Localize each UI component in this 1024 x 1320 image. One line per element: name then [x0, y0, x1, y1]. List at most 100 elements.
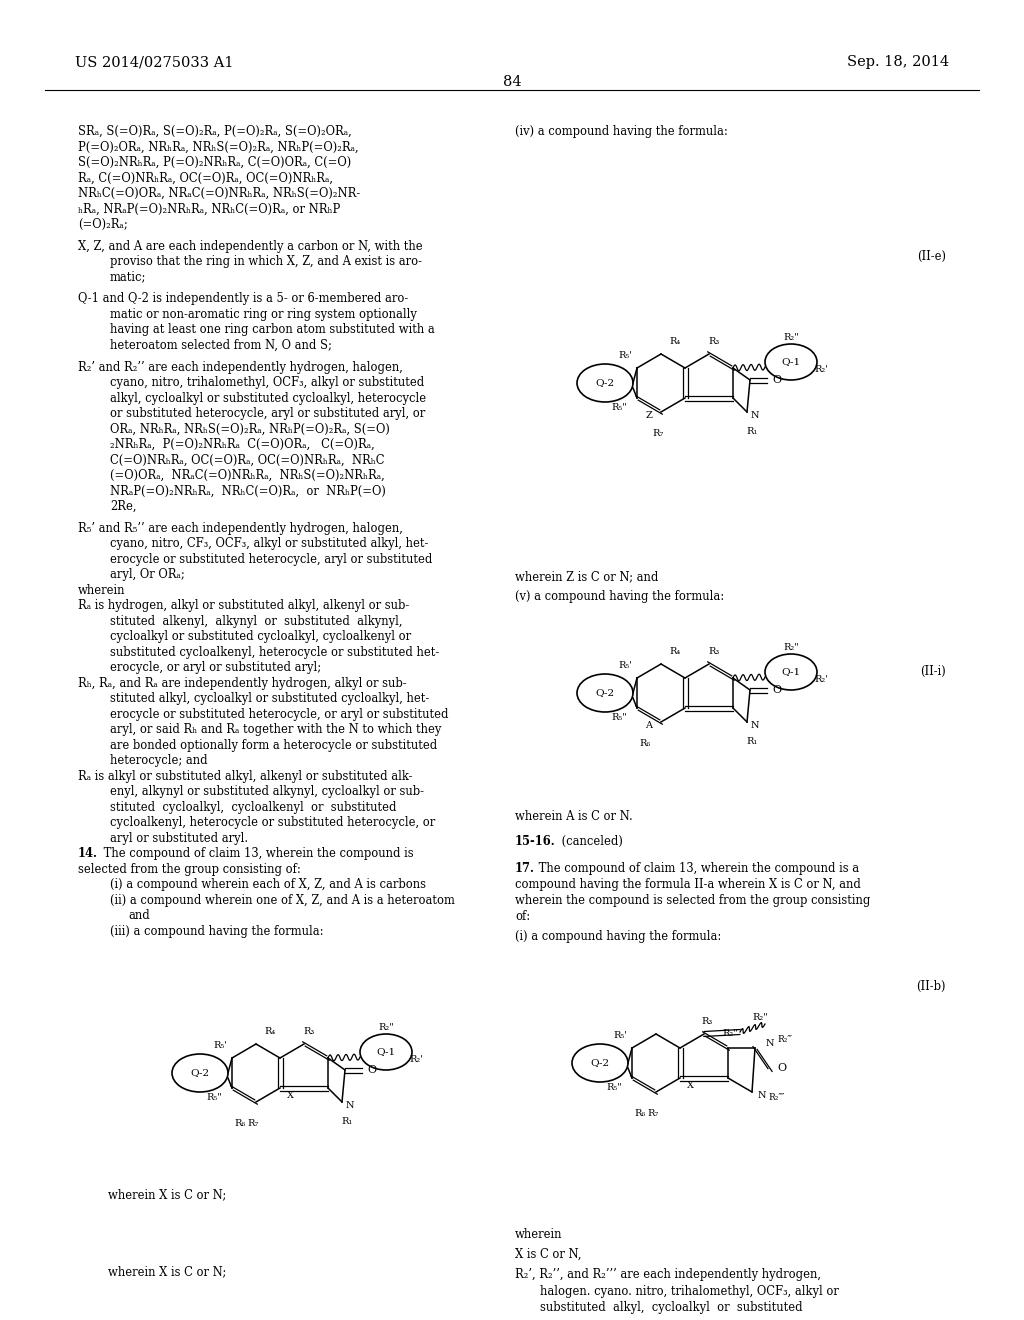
Text: wherein the compound is selected from the group consisting: wherein the compound is selected from th…: [515, 894, 870, 907]
Text: R₇: R₇: [652, 429, 664, 438]
Text: R₅": R₅": [611, 714, 627, 722]
Text: proviso that the ring in which X, Z, and A exist is aro-: proviso that the ring in which X, Z, and…: [110, 255, 422, 268]
Text: Z: Z: [645, 411, 652, 420]
Text: selected from the group consisting of:: selected from the group consisting of:: [78, 863, 301, 875]
Text: R₂": R₂": [752, 1012, 768, 1022]
Text: R₇: R₇: [248, 1119, 259, 1129]
Text: Sep. 18, 2014: Sep. 18, 2014: [847, 55, 949, 69]
Text: N: N: [346, 1101, 354, 1110]
Text: stituted  cycloalkyl,  cycloalkenyl  or  substituted: stituted cycloalkyl, cycloalkenyl or sub…: [110, 801, 396, 814]
Text: R₂": R₂": [783, 333, 799, 342]
Text: (iv) a compound having the formula:: (iv) a compound having the formula:: [515, 125, 728, 139]
Text: compound having the formula II-a wherein X is C or N, and: compound having the formula II-a wherein…: [515, 878, 861, 891]
Text: (v) a compound having the formula:: (v) a compound having the formula:: [515, 590, 724, 603]
Text: Q-2: Q-2: [595, 379, 614, 388]
Text: cycloalkyl or substituted cycloalkyl, cycloalkenyl or: cycloalkyl or substituted cycloalkyl, cy…: [110, 630, 411, 643]
Text: R₅’ and R₅’’ are each independently hydrogen, halogen,: R₅’ and R₅’’ are each independently hydr…: [78, 521, 402, 535]
Text: enyl, alkynyl or substituted alkynyl, cycloalkyl or sub-: enyl, alkynyl or substituted alkynyl, cy…: [110, 785, 424, 799]
Text: SRₐ, S(=O)Rₐ, S(=O)₂Rₐ, P(=O)₂Rₐ, S(=O)₂ORₐ,: SRₐ, S(=O)Rₐ, S(=O)₂Rₐ, P(=O)₂Rₐ, S(=O)₂…: [78, 125, 352, 139]
Text: (canceled): (canceled): [558, 836, 623, 847]
Text: wherein Z is C or N; and: wherein Z is C or N; and: [515, 570, 658, 583]
Text: (ii) a compound wherein one of X, Z, and A is a heteroatom: (ii) a compound wherein one of X, Z, and…: [110, 894, 455, 907]
Text: Q-1 and Q-2 is independently is a 5- or 6-membered aro-: Q-1 and Q-2 is independently is a 5- or …: [78, 293, 409, 305]
Text: R₃: R₃: [701, 1018, 713, 1027]
Text: A: A: [645, 721, 652, 730]
Text: R₂': R₂': [814, 366, 828, 375]
Text: are bonded optionally form a heterocycle or substituted: are bonded optionally form a heterocycle…: [110, 739, 437, 752]
Text: R₆: R₆: [639, 739, 650, 748]
Text: R₁: R₁: [341, 1118, 352, 1126]
Text: R₂': R₂': [814, 676, 828, 685]
Text: Q-1: Q-1: [781, 668, 801, 676]
Text: R₅": R₅": [606, 1084, 622, 1093]
Text: R₅": R₅": [206, 1093, 222, 1102]
Text: erocycle or substituted heterocycle, aryl or substituted: erocycle or substituted heterocycle, ary…: [110, 553, 432, 566]
Text: wherein X is C or N;: wherein X is C or N;: [108, 1265, 226, 1278]
Text: ₕRₐ, NRₐP(=O)₂NRₕRₐ, NRₕC(=O)Rₐ, or NRₕP: ₕRₐ, NRₐP(=O)₂NRₕRₐ, NRₕC(=O)Rₐ, or NRₕP: [78, 202, 340, 215]
Text: (i) a compound having the formula:: (i) a compound having the formula:: [515, 931, 721, 942]
Text: R₃: R₃: [303, 1027, 314, 1036]
Text: R₅': R₅': [618, 351, 632, 360]
Text: 2Re,: 2Re,: [110, 500, 136, 513]
Text: NRₕC(=O)ORₐ, NRₐC(=O)NRₕRₐ, NRₕS(=O)₂NR-: NRₕC(=O)ORₐ, NRₐC(=O)NRₕRₐ, NRₕS(=O)₂NR-: [78, 187, 360, 201]
Text: N: N: [758, 1090, 766, 1100]
Text: The compound of claim 13, wherein the compound is: The compound of claim 13, wherein the co…: [100, 847, 414, 861]
Text: ORₐ, NRₕRₐ, NRₕS(=O)₂Rₐ, NRₕP(=O)₂Rₐ, S(=O): ORₐ, NRₕRₐ, NRₕS(=O)₂Rₐ, NRₕP(=O)₂Rₐ, S(…: [110, 422, 390, 436]
Text: X is C or N,: X is C or N,: [515, 1247, 582, 1261]
Text: Q-2: Q-2: [190, 1068, 210, 1077]
Text: R₃: R₃: [709, 648, 720, 656]
Text: X: X: [287, 1090, 294, 1100]
Text: 17.: 17.: [515, 862, 535, 875]
Text: US 2014/0275033 A1: US 2014/0275033 A1: [75, 55, 233, 69]
Text: R₅": R₅": [611, 404, 627, 412]
Text: (II-i): (II-i): [921, 665, 946, 678]
Text: R₆: R₆: [634, 1110, 646, 1118]
Text: N: N: [751, 721, 759, 730]
Text: NRₐP(=O)₂NRₕRₐ,  NRₕC(=O)Rₐ,  or  NRₕP(=O): NRₐP(=O)₂NRₕRₐ, NRₕC(=O)Rₐ, or NRₕP(=O): [110, 484, 386, 498]
Text: having at least one ring carbon atom substituted with a: having at least one ring carbon atom sub…: [110, 323, 435, 337]
Text: O: O: [772, 375, 781, 385]
Text: R₇: R₇: [647, 1110, 658, 1118]
Text: (iii) a compound having the formula:: (iii) a compound having the formula:: [110, 925, 324, 937]
Text: aryl or substituted aryl.: aryl or substituted aryl.: [110, 832, 248, 845]
Text: R₃: R₃: [709, 338, 720, 346]
Text: Rₐ is alkyl or substituted alkyl, alkenyl or substituted alk-: Rₐ is alkyl or substituted alkyl, alkeny…: [78, 770, 413, 783]
Text: aryl, or said Rₕ and Rₐ together with the N to which they: aryl, or said Rₕ and Rₐ together with th…: [110, 723, 441, 737]
Text: R₅': R₅': [618, 661, 632, 671]
Text: stituted alkyl, cycloalkyl or substituted cycloalkyl, het-: stituted alkyl, cycloalkyl or substitute…: [110, 692, 429, 705]
Text: Rₐ, C(=O)NRₕRₐ, OC(=O)Rₐ, OC(=O)NRₕRₐ,: Rₐ, C(=O)NRₕRₐ, OC(=O)Rₐ, OC(=O)NRₕRₐ,: [78, 172, 333, 185]
Text: R₁: R₁: [746, 738, 758, 747]
Text: wherein: wherein: [78, 583, 126, 597]
Text: Q-2: Q-2: [595, 689, 614, 697]
Text: halogen. cyano. nitro, trihalomethyl, OCF₃, alkyl or: halogen. cyano. nitro, trihalomethyl, OC…: [540, 1284, 839, 1298]
Text: wherein: wherein: [515, 1228, 562, 1241]
Text: and: and: [128, 909, 150, 923]
Text: (II-e): (II-e): [918, 249, 946, 263]
Text: aryl, Or ORₐ;: aryl, Or ORₐ;: [110, 569, 184, 581]
Text: 14.: 14.: [78, 847, 98, 861]
Text: (=O)₂Rₐ;: (=O)₂Rₐ;: [78, 218, 128, 231]
Text: The compound of claim 13, wherein the compound is a: The compound of claim 13, wherein the co…: [535, 862, 859, 875]
Text: R₄: R₄: [670, 338, 681, 346]
Text: stituted  alkenyl,  alkynyl  or  substituted  alkynyl,: stituted alkenyl, alkynyl or substituted…: [110, 615, 402, 628]
Text: erocycle, or aryl or substituted aryl;: erocycle, or aryl or substituted aryl;: [110, 661, 322, 675]
Text: C(=O)NRₕRₐ, OC(=O)Rₐ, OC(=O)NRₕRₐ,  NRₕC: C(=O)NRₕRₐ, OC(=O)Rₐ, OC(=O)NRₕRₐ, NRₕC: [110, 454, 384, 466]
Text: R₂’, R₂’’, and R₂’’’ are each independently hydrogen,: R₂’, R₂’’, and R₂’’’ are each independen…: [515, 1269, 821, 1280]
Text: R₂⁗: R₂⁗: [769, 1093, 785, 1101]
Text: wherein A is C or N.: wherein A is C or N.: [515, 810, 633, 822]
Text: R₆: R₆: [234, 1119, 246, 1129]
Text: O: O: [772, 685, 781, 696]
Text: R₂": R₂": [722, 1030, 738, 1039]
Text: wherein X is C or N;: wherein X is C or N;: [108, 1188, 226, 1201]
Text: matic;: matic;: [110, 271, 146, 284]
Text: R₄: R₄: [670, 648, 681, 656]
Text: substituted  alkyl,  cycloalkyl  or  substituted: substituted alkyl, cycloalkyl or substit…: [540, 1302, 803, 1313]
Text: N: N: [751, 411, 759, 420]
Text: X: X: [686, 1081, 693, 1089]
Text: erocycle or substituted heterocycle, or aryl or substituted: erocycle or substituted heterocycle, or …: [110, 708, 449, 721]
Text: P(=O)₂ORₐ, NRₕRₐ, NRₕS(=O)₂Rₐ, NRₕP(=O)₂Rₐ,: P(=O)₂ORₐ, NRₕRₐ, NRₕS(=O)₂Rₐ, NRₕP(=O)₂…: [78, 140, 358, 153]
Text: R₅': R₅': [213, 1041, 227, 1051]
Text: R₂‴: R₂‴: [777, 1035, 793, 1044]
Text: R₄: R₄: [264, 1027, 275, 1036]
Text: cycloalkenyl, heterocycle or substituted heterocycle, or: cycloalkenyl, heterocycle or substituted…: [110, 816, 435, 829]
